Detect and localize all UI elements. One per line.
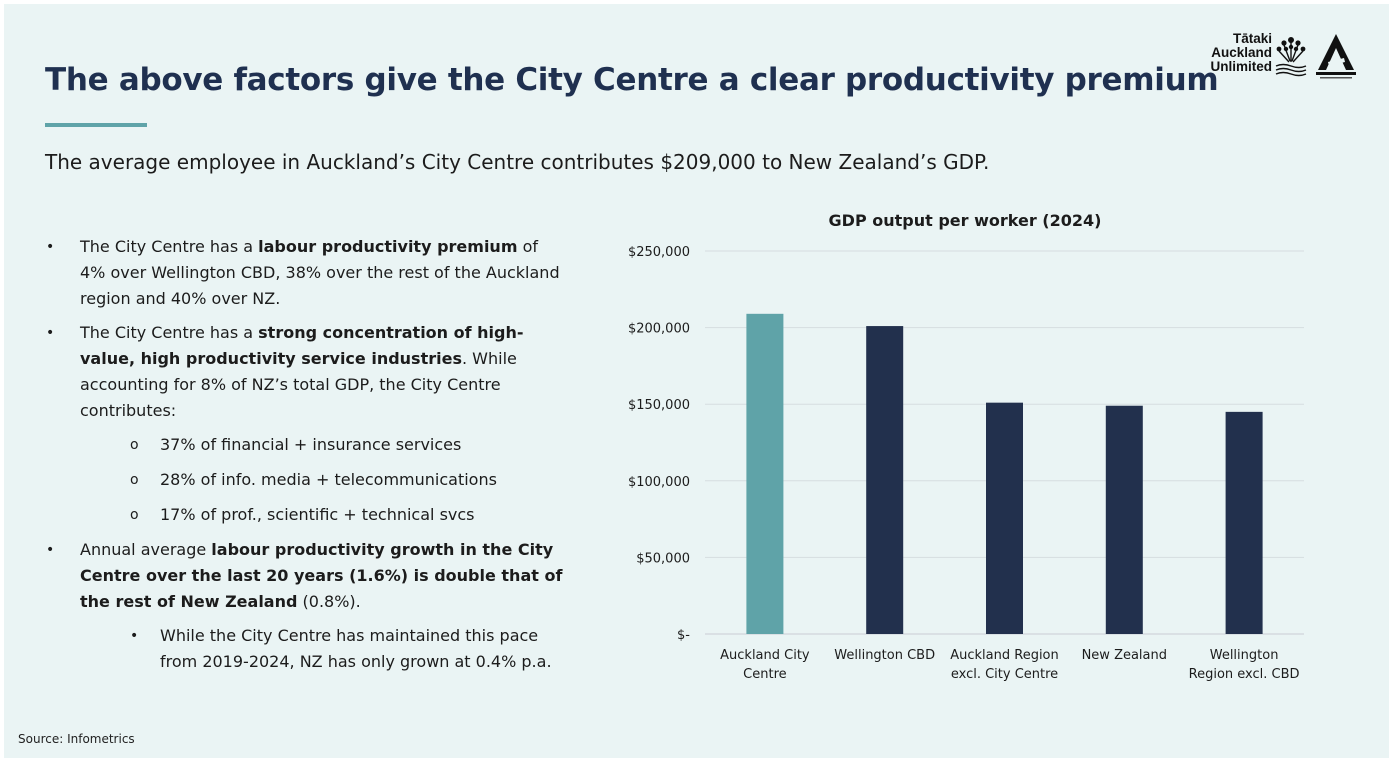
- sub-bullet-growth-pace: While the City Centre has maintained thi…: [44, 623, 564, 675]
- x-tick-label: New Zealand: [1082, 648, 1167, 663]
- y-tick-label: $100,000: [628, 475, 690, 490]
- bar: [1225, 411, 1263, 634]
- auckland-council-logo-icon: [1316, 34, 1356, 79]
- y-tick-label: $50,000: [636, 551, 690, 566]
- y-tick-label: $200,000: [628, 322, 690, 337]
- bar: [1105, 405, 1143, 634]
- bullet-productivity-premium: The City Centre has a labour productivit…: [44, 234, 564, 312]
- sub-item-media: 28% of info. media + telecommunications: [44, 467, 564, 493]
- page-title: The above factors give the City Centre a…: [45, 62, 1219, 98]
- title-accent-bar: [45, 123, 147, 127]
- y-tick-label: $-: [677, 628, 690, 643]
- x-tick-label: Centre: [743, 667, 786, 682]
- sub-item-financial: 37% of financial + insurance services: [44, 432, 564, 458]
- tataki-auckland-unlimited-logo: Tātaki Auckland Unlimited: [1210, 31, 1272, 74]
- x-tick-label: Auckland City: [720, 648, 810, 663]
- slide: The above factors give the City Centre a…: [4, 4, 1389, 758]
- bar: [746, 313, 784, 634]
- x-tick-label: Region excl. CBD: [1189, 667, 1300, 682]
- logos: Tātaki Auckland Unlimited: [1188, 32, 1358, 82]
- bullet-productivity-growth: Annual average labour productivity growt…: [44, 537, 564, 615]
- bar: [986, 402, 1023, 634]
- fern-logo-icon: [1275, 37, 1307, 77]
- x-tick-label: Auckland Region: [950, 648, 1059, 663]
- bar: [866, 326, 904, 634]
- y-tick-label: $150,000: [628, 398, 690, 413]
- sub-item-professional: 17% of prof., scientific + technical svc…: [44, 502, 564, 528]
- gdp-chart: GDP output per worker (2024) $- $50,000 $1…: [628, 211, 1304, 682]
- x-tick-label: Wellington: [1210, 648, 1279, 663]
- x-tick-label: Wellington CBD: [834, 648, 935, 663]
- y-tick-label: $250,000: [628, 245, 690, 260]
- bullet-list: The City Centre has a labour productivit…: [44, 234, 564, 675]
- source-note: Source: Infometrics: [18, 732, 135, 746]
- x-tick-label: excl. City Centre: [951, 667, 1058, 682]
- bullet-service-industries: The City Centre has a strong concentrati…: [44, 320, 564, 424]
- chart-title: GDP output per worker (2024): [829, 211, 1102, 230]
- subtitle: The average employee in Auckland’s City …: [45, 150, 990, 174]
